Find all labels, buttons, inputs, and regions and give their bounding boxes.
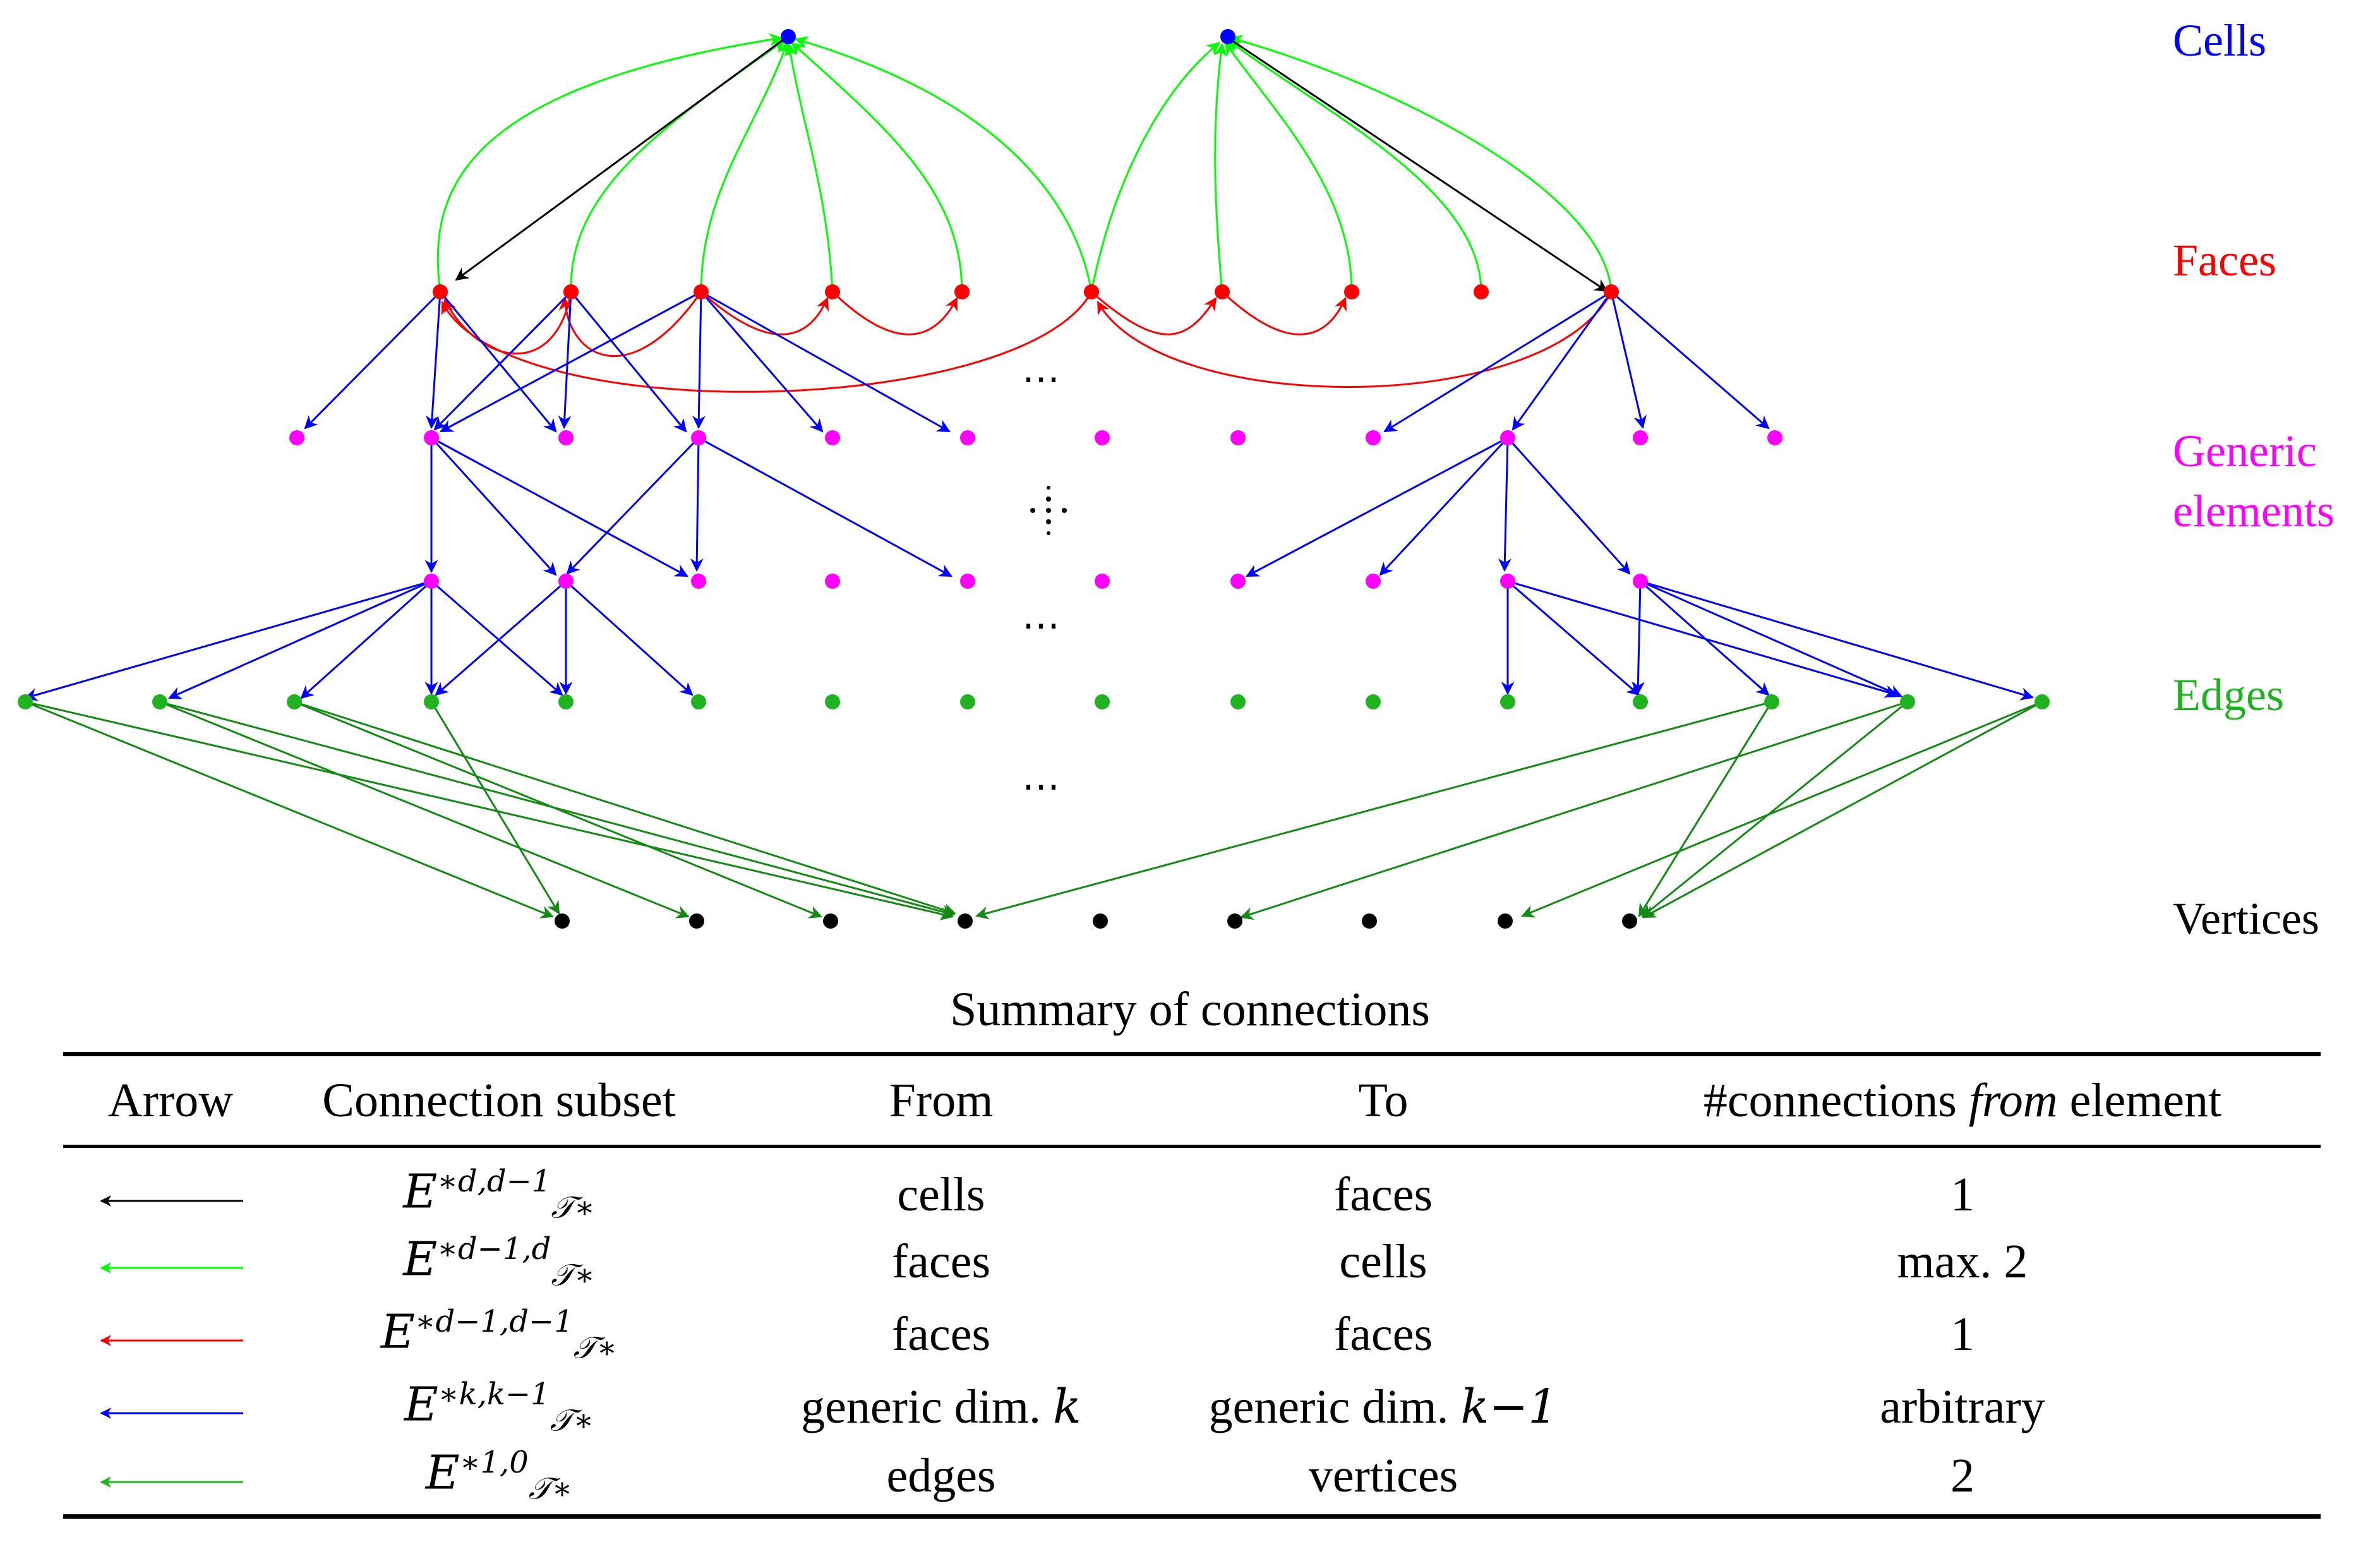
subset-cell: E∗k,k−1𝒯∗ [404, 1376, 594, 1438]
label-edges: Edges [2173, 670, 2284, 720]
table-row: E∗d−1,d𝒯∗ faces cells max. 2 [63, 1226, 2321, 1298]
from-cell: cells [897, 1167, 985, 1221]
count-cell: max. 2 [1897, 1235, 2028, 1289]
subset-cell: E∗1,0𝒯∗ [278, 1444, 720, 1519]
from-cell: faces [891, 1235, 991, 1289]
from-cell: faces [891, 1308, 991, 1361]
edges-to-vertices-arrows [25, 701, 2043, 920]
edge-nodes [18, 694, 2050, 709]
ellipsis-generic-edges: ⋯ [1022, 603, 1060, 648]
arrow-cell [63, 1298, 278, 1371]
to-cell: faces [1333, 1308, 1433, 1361]
cell-nodes [781, 29, 1235, 44]
arrow-dark-green-icon [100, 1476, 243, 1488]
count-cell: 1 [1950, 1167, 1974, 1221]
subset-cell: E∗d,d−1𝒯∗ [403, 1164, 595, 1226]
subset-cell: E∗d−1,d−1𝒯∗ [380, 1303, 618, 1366]
table-header-row: Arrow Connection subset From To #connect… [63, 1054, 2321, 1148]
arrow-red-icon [100, 1335, 243, 1347]
arrow-light-green-icon [100, 1262, 243, 1274]
connectivity-diagram: ⋯ ⋯ ⋯ Cells Faces Generic elements Edges… [18, 15, 2335, 944]
header-to: To [1162, 1054, 1604, 1148]
faces-to-cells-arrows [436, 33, 1613, 292]
arrow-blue-icon [100, 1407, 243, 1419]
to-cell: faces [1333, 1167, 1433, 1221]
generic-nodes [289, 430, 1782, 589]
label-generic-line1: Generic [2173, 426, 2317, 476]
label-faces: Faces [2173, 235, 2276, 286]
label-generic-line2: elements [2173, 486, 2335, 536]
arrow-cell [63, 1444, 278, 1519]
generic-arrows [23, 291, 2034, 701]
connections-table: Arrow Connection subset From To #connect… [63, 1052, 2321, 1519]
table-row: E∗d−1,d−1𝒯∗ faces faces 1 [63, 1298, 2321, 1371]
label-cells: Cells [2173, 15, 2266, 66]
label-vertices: Vertices [2173, 893, 2319, 944]
table-row: E∗k,k−1𝒯∗ generic dim. k generic dim. k−… [63, 1371, 2321, 1444]
cells-to-faces-arrows [455, 37, 1608, 292]
vertex-nodes [555, 913, 1637, 929]
to-cell: cells [1339, 1235, 1427, 1289]
header-from: From [720, 1054, 1162, 1148]
ellipsis-generic-vertical [1030, 486, 1067, 535]
count-cell: 2 [1604, 1444, 2321, 1519]
to-cell: generic dim. k−1 [1208, 1380, 1558, 1435]
ellipsis-faces-generic: ⋯ [1022, 357, 1060, 401]
summary-title: Summary of connections [950, 983, 1430, 1036]
to-cell: vertices [1162, 1444, 1604, 1519]
count-cell: arbitrary [1880, 1380, 2045, 1434]
table-row: E∗1,0𝒯∗ edges vertices 2 [63, 1444, 2321, 1519]
header-count: #connections from element [1604, 1054, 2321, 1148]
ellipsis-edges-vertices: ⋯ [1022, 764, 1060, 809]
arrow-cell [63, 1147, 278, 1226]
header-subset: Connection subset [278, 1054, 720, 1148]
count-cell: 1 [1950, 1308, 1974, 1361]
subset-cell: E∗d−1,d𝒯∗ [403, 1231, 595, 1293]
from-cell: edges [720, 1444, 1162, 1519]
from-cell: generic dim. k [801, 1380, 1081, 1435]
face-nodes [433, 284, 1619, 299]
arrow-black-icon [100, 1195, 243, 1207]
arrow-cell [63, 1371, 278, 1444]
arrow-cell [63, 1226, 278, 1298]
table-row: E∗d,d−1𝒯∗ cells faces 1 [63, 1147, 2321, 1226]
header-arrow: Arrow [63, 1054, 278, 1148]
